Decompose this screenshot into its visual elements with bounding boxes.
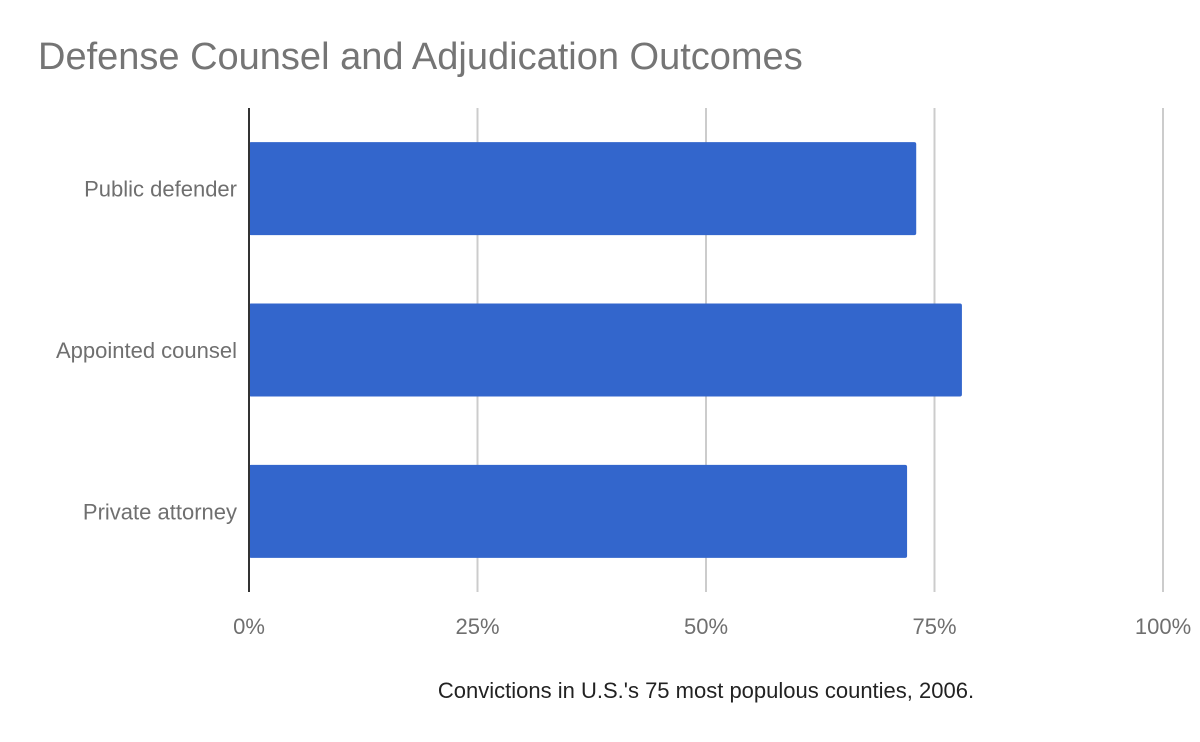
x-tick-label: 75% [912, 614, 956, 639]
bars [249, 142, 962, 558]
labels: 0% 25% 50% 75% 100% Public defender Appointed … [56, 177, 1191, 703]
bar-appointed-counsel [249, 303, 962, 397]
x-tick-label: 0% [233, 614, 265, 639]
x-tick-label: 50% [684, 614, 728, 639]
y-category-label: Private attorney [83, 499, 237, 524]
y-category-label: Appointed counsel [56, 338, 237, 363]
x-tick-label: 100% [1135, 614, 1191, 639]
x-axis-title: Convictions in U.S.'s 75 most populous c… [438, 678, 974, 703]
bar-private-attorney [249, 464, 908, 558]
chart-title: Defense Counsel and Adjudication Outcome… [38, 36, 803, 78]
x-tick-label: 25% [455, 614, 499, 639]
y-category-label: Public defender [84, 177, 237, 202]
bar-public-defender [249, 142, 917, 236]
